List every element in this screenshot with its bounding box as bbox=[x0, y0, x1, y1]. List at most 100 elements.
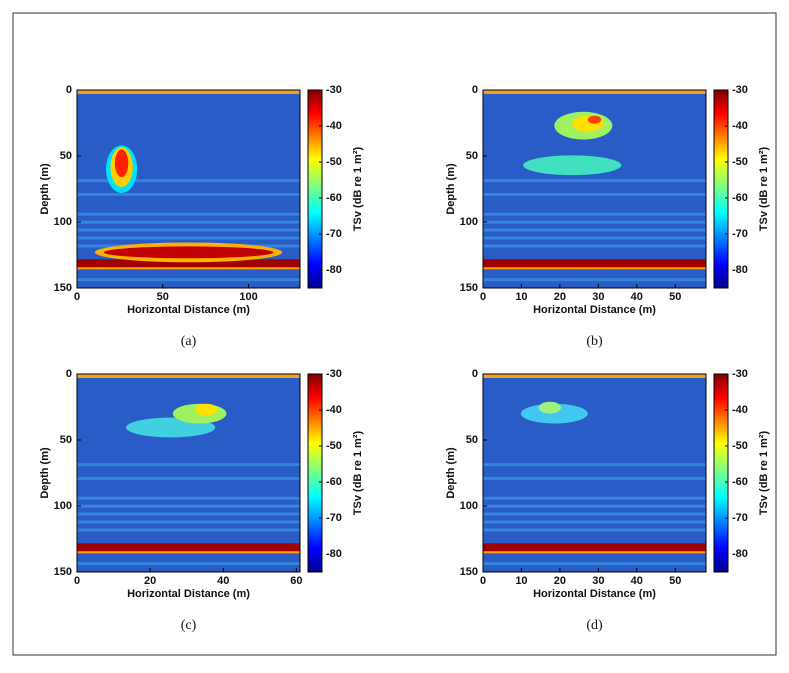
bottom-echo-edge bbox=[483, 551, 706, 554]
y-tick-label: 0 bbox=[66, 368, 72, 380]
x-tick-label: 0 bbox=[480, 575, 486, 587]
echo-stripe bbox=[77, 512, 300, 516]
echo-stripe bbox=[77, 236, 300, 240]
x-axis-label: Horizontal Distance (m) bbox=[533, 588, 656, 600]
x-axis-label: Horizontal Distance (m) bbox=[127, 588, 250, 600]
echo-stripe bbox=[77, 562, 300, 566]
colorbar-tick-label: -30 bbox=[326, 368, 342, 380]
colorbar-label: TSv (dB re 1 m²) bbox=[758, 146, 770, 231]
echogram-background bbox=[483, 374, 706, 572]
y-tick-label: 50 bbox=[466, 434, 478, 446]
surface-echo bbox=[77, 374, 300, 378]
y-tick-label: 150 bbox=[460, 282, 478, 294]
echogram-panel bbox=[483, 374, 706, 572]
echo-stripe bbox=[77, 278, 300, 282]
colorbar bbox=[307, 373, 323, 573]
colorbar-label: TSv (dB re 1 m²) bbox=[352, 430, 364, 515]
bottom-echo-edge bbox=[77, 267, 300, 270]
x-tick-label: 30 bbox=[592, 291, 604, 303]
echo-stripe bbox=[77, 528, 300, 532]
plot-frame bbox=[482, 89, 707, 289]
colorbar-tick-label: -80 bbox=[732, 548, 748, 560]
echo-stripe bbox=[483, 278, 706, 282]
bottom-echo-edge bbox=[483, 267, 706, 270]
colorbar bbox=[713, 89, 729, 289]
bottom-echo bbox=[483, 259, 706, 268]
colorbar bbox=[713, 373, 729, 573]
colorbar bbox=[307, 89, 323, 289]
echo-stripe bbox=[483, 179, 706, 183]
echo-school bbox=[520, 403, 588, 424]
echo-stripe bbox=[77, 476, 300, 480]
panel-caption: (b) bbox=[586, 334, 603, 349]
colorbar-tick-label: -30 bbox=[326, 84, 342, 96]
echo-stripe bbox=[483, 228, 706, 232]
panel-caption: (a) bbox=[181, 334, 197, 349]
y-tick-label: 50 bbox=[60, 434, 72, 446]
echogram-background bbox=[77, 374, 300, 572]
echo-stripe bbox=[483, 220, 706, 224]
echo-stripe bbox=[483, 504, 706, 508]
echo-stripe bbox=[77, 504, 300, 508]
colorbar-tick-label: -70 bbox=[326, 228, 342, 240]
echo-stripe bbox=[483, 463, 706, 467]
echo-stripe bbox=[77, 463, 300, 467]
echo-stripe bbox=[77, 179, 300, 183]
echo-stripe bbox=[77, 520, 300, 524]
colorbar-tick-label: -80 bbox=[326, 264, 342, 276]
y-tick-label: 50 bbox=[466, 150, 478, 162]
y-tick-label: 100 bbox=[54, 500, 72, 512]
y-tick-label: 0 bbox=[66, 84, 72, 96]
x-axis-label: Horizontal Distance (m) bbox=[127, 304, 250, 316]
colorbar-tick-label: -50 bbox=[732, 156, 748, 168]
plot-frame bbox=[482, 373, 707, 573]
y-tick-label: 150 bbox=[54, 282, 72, 294]
colorbar-tick-label: -80 bbox=[732, 264, 748, 276]
x-tick-label: 50 bbox=[669, 291, 681, 303]
surface-echo bbox=[483, 90, 706, 94]
echo-school bbox=[523, 155, 622, 176]
colorbar-tick-label: -40 bbox=[326, 120, 342, 132]
colorbar-tick-label: -80 bbox=[326, 548, 342, 560]
colorbar-label: TSv (dB re 1 m²) bbox=[758, 430, 770, 515]
y-tick-label: 150 bbox=[460, 566, 478, 578]
figure-frame bbox=[12, 12, 777, 656]
echo-school bbox=[538, 401, 562, 414]
colorbar-tick-label: -70 bbox=[732, 228, 748, 240]
colorbar-tick-label: -50 bbox=[732, 440, 748, 452]
x-tick-label: 10 bbox=[515, 291, 527, 303]
x-tick-label: 40 bbox=[631, 575, 643, 587]
echo-stripe bbox=[77, 228, 300, 232]
x-tick-label: 50 bbox=[669, 575, 681, 587]
x-tick-label: 60 bbox=[290, 575, 302, 587]
echo-stripe bbox=[483, 520, 706, 524]
plot-frame bbox=[76, 373, 301, 573]
colorbar-tick-label: -40 bbox=[732, 404, 748, 416]
x-tick-label: 40 bbox=[217, 575, 229, 587]
colorbar-tick-label: -70 bbox=[732, 512, 748, 524]
bottom-echo bbox=[77, 259, 300, 268]
plot-frame bbox=[76, 89, 301, 289]
colorbar-label: TSv (dB re 1 m²) bbox=[352, 146, 364, 231]
echo-stripe bbox=[483, 192, 706, 196]
echo-stripe bbox=[483, 528, 706, 532]
y-axis-label: Depth (m) bbox=[39, 163, 51, 215]
echogram-panel bbox=[77, 374, 300, 572]
echo-stripe bbox=[483, 244, 706, 248]
y-tick-label: 100 bbox=[54, 216, 72, 228]
echo-stripe bbox=[483, 236, 706, 240]
x-tick-label: 30 bbox=[592, 575, 604, 587]
surface-echo bbox=[483, 374, 706, 378]
echo-stripe bbox=[77, 496, 300, 500]
y-tick-label: 50 bbox=[60, 150, 72, 162]
panel-caption: (c) bbox=[181, 618, 197, 633]
bottom-echo-edge bbox=[77, 551, 300, 554]
colorbar-tick-label: -50 bbox=[326, 440, 342, 452]
colorbar-tick-label: -60 bbox=[732, 192, 748, 204]
y-tick-label: 150 bbox=[54, 566, 72, 578]
surface-echo bbox=[77, 90, 300, 94]
echo-stripe bbox=[483, 512, 706, 516]
colorbar-tick-label: -60 bbox=[326, 192, 342, 204]
colorbar-tick-label: -60 bbox=[326, 476, 342, 488]
